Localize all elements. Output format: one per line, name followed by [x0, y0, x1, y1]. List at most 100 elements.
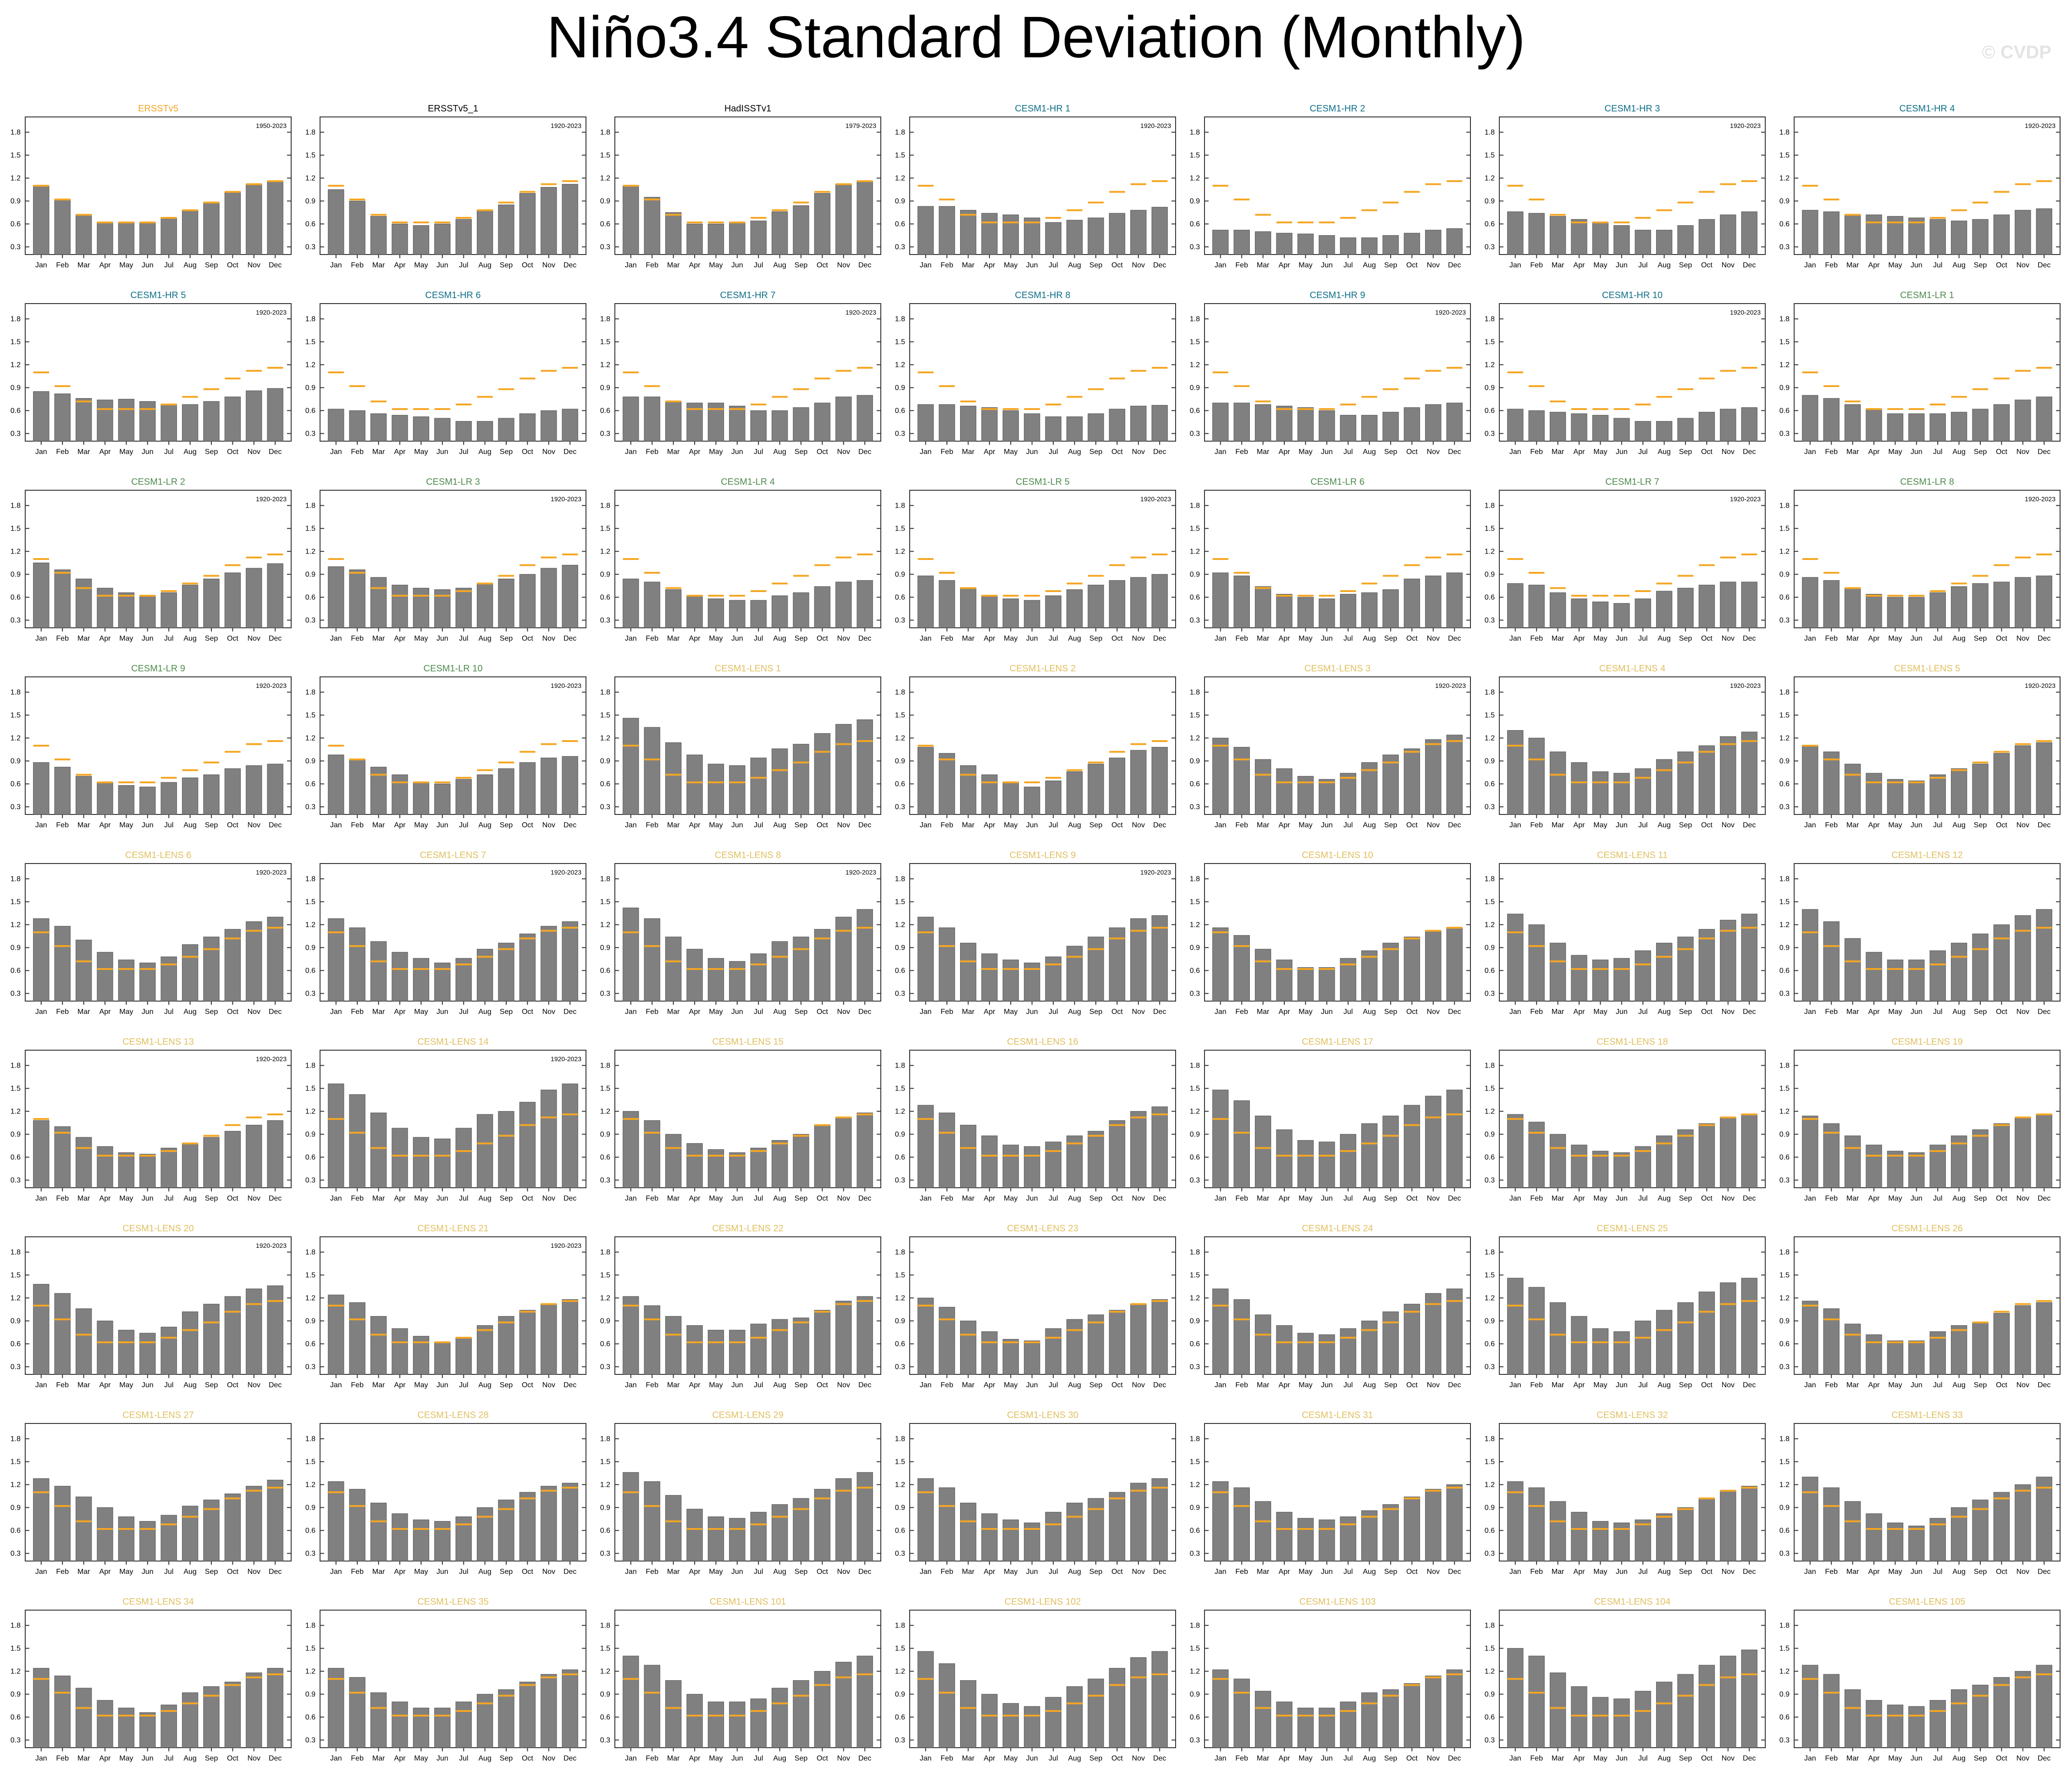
x-tick-label: Oct [1996, 821, 2007, 829]
bar [1908, 217, 1925, 255]
panel-title: CESM1-LR 10 [424, 664, 483, 674]
bar [75, 1688, 92, 1748]
bar [1866, 1513, 1882, 1562]
bar [917, 1105, 934, 1188]
y-tick-label: 1.2 [1190, 921, 1200, 929]
bar [1425, 1293, 1442, 1375]
x-tick-label: Aug [1952, 1195, 1965, 1202]
x-tick-label: Nov [542, 1381, 555, 1389]
x-tick-label: Nov [248, 635, 260, 642]
bar [1613, 773, 1630, 815]
x-tick-label: Oct [1701, 1381, 1713, 1389]
bar [349, 1302, 365, 1375]
bar [328, 1295, 344, 1375]
bar [182, 1143, 199, 1188]
bar [328, 1668, 344, 1748]
x-tick-label: Mar [1552, 261, 1564, 269]
bar [54, 1675, 71, 1748]
x-tick-label: Jun [731, 261, 743, 269]
panel-title: CESM1-LR 7 [1605, 477, 1659, 487]
panel-title: CESM1-LENS 23 [1007, 1224, 1078, 1234]
bar [118, 1329, 135, 1375]
panel-title: CESM1-LENS 33 [1891, 1410, 1963, 1420]
y-tick-label: 0.3 [1779, 1363, 1790, 1371]
x-tick-label: Aug [1068, 1195, 1081, 1202]
bar [1361, 237, 1378, 255]
bar [686, 949, 703, 1002]
y-tick-label: 0.6 [305, 407, 315, 415]
y-tick-label: 1.8 [895, 1622, 905, 1629]
y-tick-label: 1.2 [11, 1107, 21, 1115]
x-tick-label: Jul [1049, 1195, 1058, 1202]
y-tick-label: 1.5 [895, 525, 905, 532]
bar [434, 783, 451, 815]
bar [1276, 768, 1293, 815]
panel-title: CESM1-LENS 103 [1299, 1597, 1376, 1607]
bar [1908, 1152, 1925, 1188]
bar [267, 1479, 283, 1562]
bar [1528, 924, 1545, 1002]
bar [814, 193, 831, 255]
bar [75, 1137, 92, 1188]
bar [1698, 929, 1715, 1002]
x-tick-label: Oct [817, 635, 828, 642]
x-tick-label: May [1593, 261, 1607, 269]
bar [1361, 950, 1378, 1002]
x-tick-label: Feb [56, 1755, 69, 1762]
y-tick-label: 0.9 [305, 570, 315, 578]
x-tick-label: Sep [500, 1008, 513, 1016]
x-tick-label: Jun [142, 1195, 154, 1202]
bar [498, 1689, 514, 1748]
x-tick-label: Jun [142, 1568, 154, 1576]
bar [1507, 730, 1524, 815]
panel-title: ERSSTv5 [138, 104, 178, 114]
x-tick-label: Feb [56, 1568, 69, 1576]
x-tick-label: Jun [1616, 448, 1628, 456]
x-tick-label: Nov [1132, 1755, 1145, 1762]
bar [392, 1328, 408, 1375]
bar [1212, 1090, 1229, 1188]
x-tick-label: Dec [1448, 448, 1461, 456]
x-tick-label: May [119, 635, 133, 642]
x-tick-label: Mar [1846, 821, 1859, 829]
x-tick-label: Sep [500, 821, 513, 829]
x-tick-label: Feb [56, 1195, 69, 1202]
bar [2036, 1302, 2052, 1375]
bar [1993, 1313, 2010, 1375]
y-tick-label: 0.3 [895, 1550, 905, 1557]
x-tick-label: Sep [500, 261, 513, 269]
x-tick-label: Feb [351, 1755, 364, 1762]
x-tick-label: Feb [1530, 821, 1543, 829]
x-tick-label: Mar [1257, 1195, 1270, 1202]
bar [1088, 764, 1104, 815]
bar [75, 940, 92, 1002]
x-tick-label: May [1298, 1568, 1312, 1576]
y-tick-label: 1.5 [1190, 1271, 1200, 1279]
x-tick-label: Dec [564, 635, 576, 642]
bar [1866, 952, 1882, 1002]
y-tick-label: 0.9 [1485, 757, 1495, 765]
panel: CESM1-LR 31920-20230.30.60.91.21.51.8Jan… [305, 477, 586, 642]
bar [1066, 1686, 1083, 1748]
x-tick-label: Nov [837, 1755, 850, 1762]
y-tick-label: 1.5 [1485, 898, 1495, 906]
bar [856, 909, 873, 1002]
y-tick-label: 1.8 [600, 875, 610, 883]
x-tick-label: Sep [1089, 1381, 1103, 1389]
x-tick-label: Sep [1089, 1008, 1103, 1016]
bar [1066, 1135, 1083, 1188]
bar [793, 1318, 809, 1375]
x-tick-label: Jan [920, 821, 932, 829]
x-tick-label: Sep [1089, 1755, 1103, 1762]
bar [118, 1707, 135, 1748]
x-tick-label: May [1298, 448, 1312, 456]
x-tick-label: Nov [2017, 1568, 2029, 1576]
bar [623, 396, 639, 442]
x-tick-label: May [414, 635, 428, 642]
bar [1866, 773, 1882, 815]
bar [2015, 1671, 2031, 1748]
bar [1045, 1141, 1061, 1188]
x-tick-label: Nov [2017, 1195, 2029, 1202]
y-tick-label: 0.9 [600, 384, 610, 392]
